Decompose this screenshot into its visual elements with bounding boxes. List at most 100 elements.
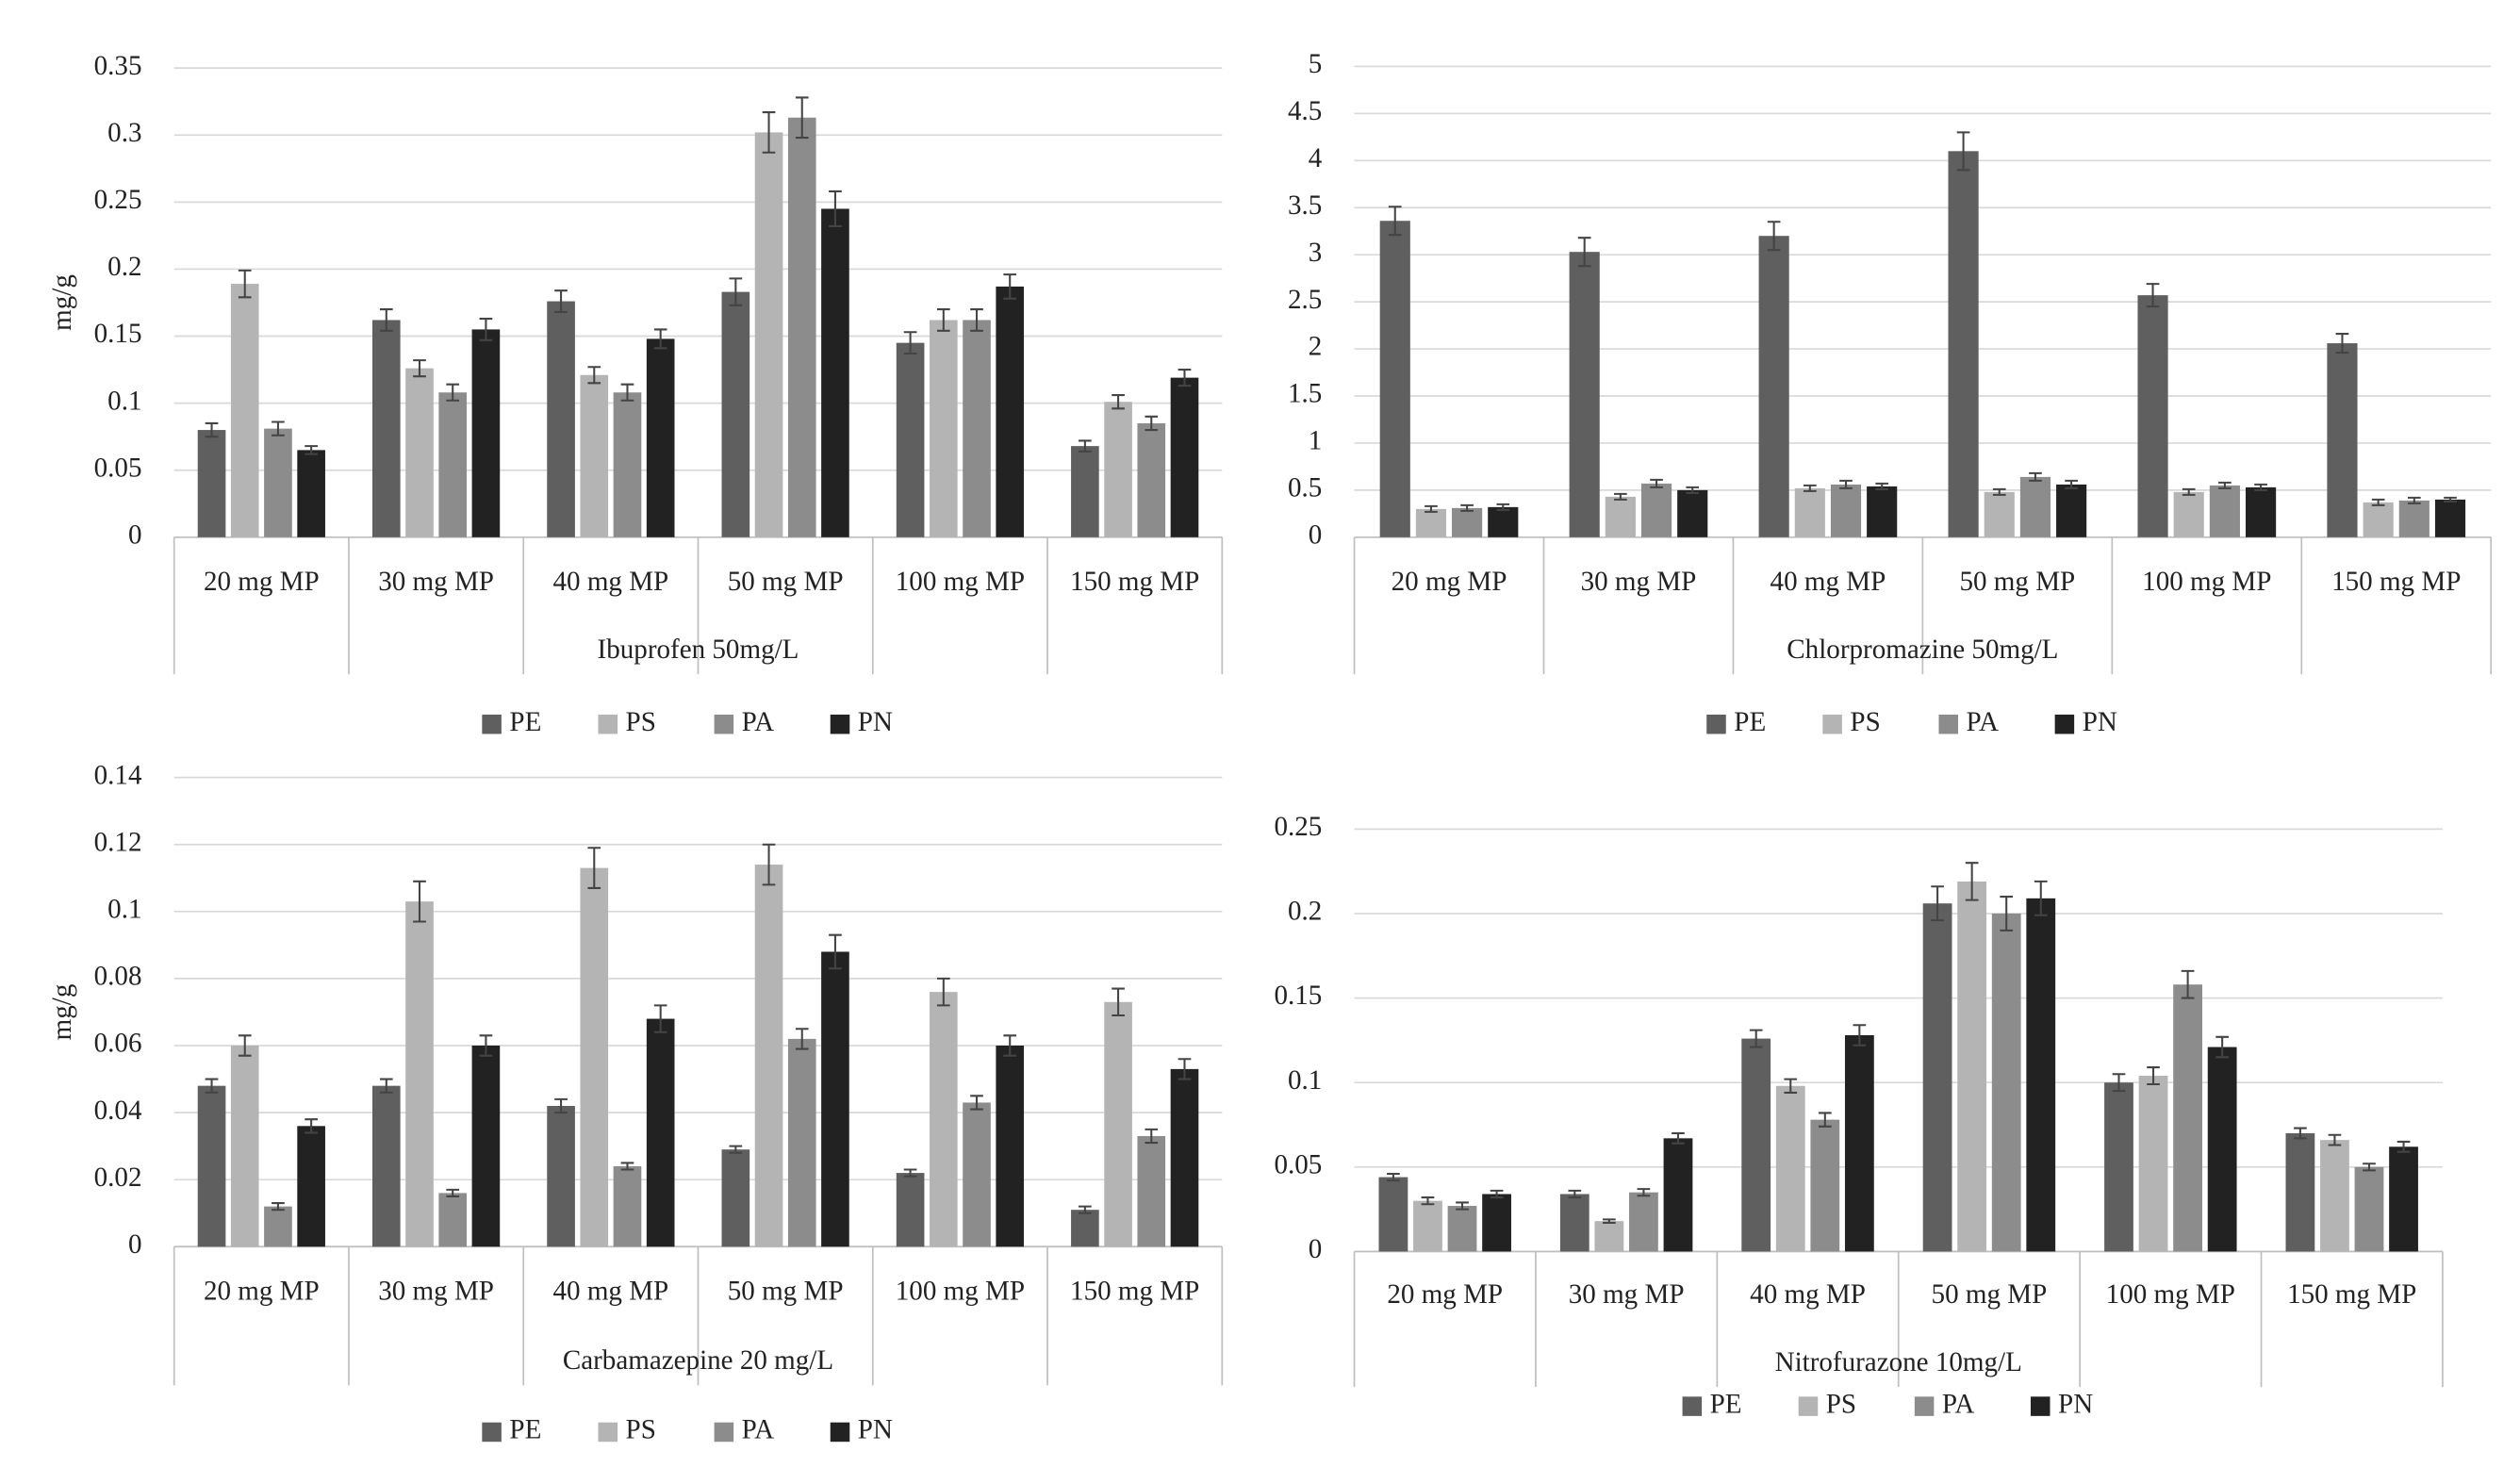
x-tick-label: 40 mg MP — [552, 567, 668, 597]
error-bar — [2215, 1035, 2229, 1059]
y-tick-label: 0.06 — [94, 1029, 142, 1059]
y-tick-label: 0.04 — [94, 1096, 142, 1126]
error-bar — [2407, 496, 2421, 504]
error-bar — [2182, 487, 2196, 496]
bar — [1844, 1035, 1874, 1252]
x-tick-label: 20 mg MP — [204, 1277, 320, 1307]
error-bar — [413, 359, 426, 378]
legend-label: PE — [509, 1415, 541, 1445]
x-tick-label: 150 mg MP — [2287, 1279, 2416, 1310]
bar — [821, 208, 849, 537]
bar — [929, 320, 958, 537]
error-bar — [795, 1028, 809, 1050]
x-axis-title: Ibuprofen 50mg/L — [598, 635, 799, 665]
error-bar — [2294, 1127, 2307, 1140]
bar — [754, 132, 783, 537]
error-bar — [1112, 394, 1125, 410]
x-tick-label: 50 mg MP — [728, 567, 844, 597]
bar — [1677, 489, 1708, 537]
legend-label: PN — [2083, 707, 2117, 737]
bar — [371, 320, 401, 537]
error-bar — [1388, 206, 1402, 237]
bar — [1741, 1038, 1771, 1252]
x-axis-title: Chlorpromazine 50mg/L — [1787, 635, 2058, 665]
y-tick-label: 0 — [1309, 519, 1323, 550]
error-bar — [1568, 1189, 1582, 1199]
legend-label: PN — [858, 1415, 893, 1445]
error-bar — [1079, 1205, 1092, 1214]
error-bar — [936, 308, 950, 332]
error-bar — [305, 445, 318, 455]
error-bar — [479, 318, 493, 341]
bar — [230, 1046, 259, 1247]
bar — [1559, 1194, 1589, 1252]
bar — [2363, 502, 2394, 537]
bar — [1488, 506, 1519, 537]
error-bar — [1931, 885, 1944, 922]
error-bar — [1178, 369, 1192, 387]
error-bar — [446, 1188, 460, 1197]
error-bar — [1853, 1024, 1867, 1047]
bar — [821, 951, 849, 1247]
legend-label: PS — [626, 707, 656, 737]
legend-label: PE — [1710, 1389, 1742, 1419]
error-bar — [1003, 273, 1017, 300]
bar — [405, 901, 434, 1247]
error-bar — [1965, 862, 1979, 901]
y-tick-label: 0.1 — [1288, 1065, 1322, 1096]
error-bar — [205, 421, 219, 438]
x-axis-title: Carbamazepine 20 mg/L — [563, 1345, 833, 1376]
legend-label: PS — [1826, 1389, 1856, 1419]
error-bar — [2181, 969, 2195, 999]
error-bar — [1460, 503, 1474, 512]
x-tick-label: 30 mg MP — [1581, 567, 1697, 597]
error-bar — [903, 1168, 917, 1178]
error-bar — [413, 880, 426, 923]
bar — [1415, 508, 1447, 537]
y-tick-label: 0.15 — [94, 319, 142, 349]
error-bar — [1003, 1034, 1017, 1057]
bar — [2137, 295, 2168, 537]
bar — [2173, 491, 2204, 537]
bar — [613, 392, 642, 537]
error-bar — [1456, 1201, 1469, 1211]
error-bar — [829, 933, 842, 970]
legend-label: PS — [1850, 707, 1880, 737]
error-bar — [1112, 987, 1125, 1017]
y-tick-label: 0 — [128, 519, 142, 550]
bar — [2056, 484, 2087, 537]
error-bar — [1686, 486, 1700, 494]
error-bar — [970, 1095, 983, 1111]
legend-label: PS — [626, 1415, 656, 1445]
legend-swatch — [2030, 1396, 2051, 1416]
bar — [1594, 1221, 1624, 1252]
legend-label: PA — [742, 1415, 774, 1445]
bar — [963, 1102, 991, 1247]
error-bar — [1672, 1131, 1685, 1145]
bar — [646, 338, 675, 537]
legend-label: PN — [858, 707, 893, 737]
bar — [1629, 1192, 1658, 1252]
y-axis-title: mg/g — [47, 984, 77, 1041]
y-tick-label: 0.08 — [94, 962, 142, 992]
x-tick-label: 100 mg MP — [2106, 1279, 2235, 1310]
error-bar — [2000, 896, 2014, 932]
legend-swatch — [714, 1422, 734, 1443]
legend-swatch — [1822, 714, 1842, 734]
y-tick-label: 0.35 — [94, 51, 142, 81]
bar — [721, 291, 750, 537]
y-tick-label: 0.02 — [94, 1162, 142, 1193]
error-bar — [2218, 481, 2232, 489]
error-bar — [795, 96, 809, 140]
x-tick-label: 20 mg MP — [1392, 567, 1507, 597]
bar — [2245, 486, 2277, 537]
error-bar — [729, 277, 743, 306]
y-tick-label: 0 — [1309, 1234, 1323, 1264]
legend-label: PE — [1734, 707, 1766, 737]
bar — [438, 392, 468, 537]
bar — [371, 1085, 401, 1247]
error-bar — [2363, 1162, 2376, 1172]
y-tick-label: 0.3 — [107, 118, 141, 148]
error-bar — [238, 1034, 252, 1057]
